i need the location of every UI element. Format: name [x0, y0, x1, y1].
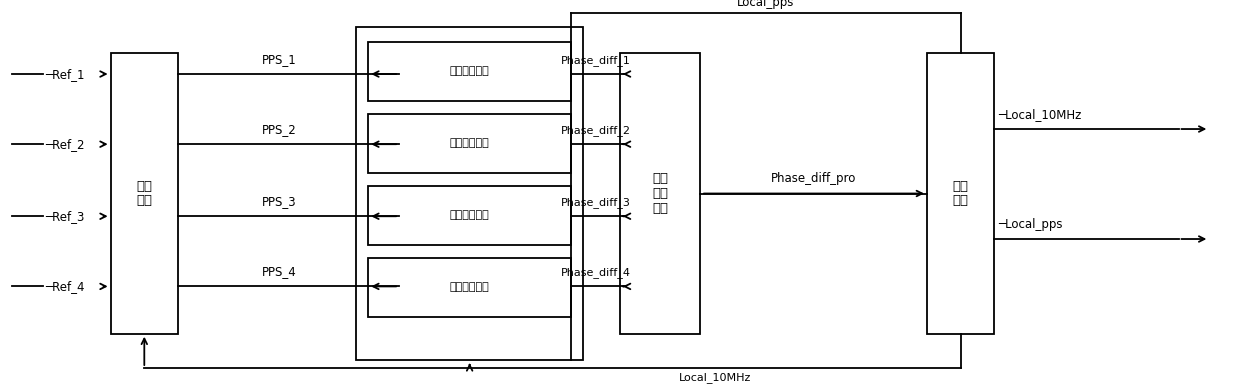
Bar — [368, 114, 570, 173]
Bar — [110, 53, 179, 334]
Bar — [368, 186, 570, 245]
Text: ─Ref_2: ─Ref_2 — [46, 138, 86, 151]
Text: Phase_diff_pro: Phase_diff_pro — [770, 172, 856, 185]
Text: ─Ref_1: ─Ref_1 — [46, 68, 86, 80]
Bar — [368, 42, 570, 101]
Text: Phase_diff_2: Phase_diff_2 — [560, 125, 630, 136]
Bar — [368, 258, 570, 317]
Text: Local_10MHz: Local_10MHz — [680, 373, 751, 384]
Text: 分频
模块: 分频 模块 — [136, 180, 153, 207]
Text: PPS_3: PPS_3 — [262, 195, 296, 208]
Bar — [926, 53, 994, 334]
Bar — [620, 53, 699, 334]
Text: ─Local_pps: ─Local_pps — [998, 217, 1063, 231]
Text: ─Local_10MHz: ─Local_10MHz — [998, 108, 1081, 121]
Text: Phase_diff_3: Phase_diff_3 — [560, 197, 630, 208]
Text: 相位测量模块: 相位测量模块 — [450, 283, 490, 292]
Text: PPS_1: PPS_1 — [262, 53, 296, 66]
Text: Local_pps: Local_pps — [737, 0, 795, 9]
Text: 相位测量模块: 相位测量模块 — [450, 210, 490, 220]
Bar — [356, 27, 583, 360]
Text: PPS_4: PPS_4 — [262, 265, 296, 278]
Text: ─Ref_3: ─Ref_3 — [46, 210, 84, 223]
Text: 加权
处理
模块: 加权 处理 模块 — [652, 172, 668, 215]
Text: Phase_diff_4: Phase_diff_4 — [560, 267, 630, 278]
Text: Phase_diff_1: Phase_diff_1 — [560, 55, 630, 66]
Text: 相位测量模块: 相位测量模块 — [450, 66, 490, 76]
Text: 锁相
模块: 锁相 模块 — [952, 180, 968, 207]
Text: ─Ref_4: ─Ref_4 — [46, 280, 86, 293]
Text: 相位测量模块: 相位测量模块 — [450, 138, 490, 148]
Text: PPS_2: PPS_2 — [262, 123, 296, 136]
